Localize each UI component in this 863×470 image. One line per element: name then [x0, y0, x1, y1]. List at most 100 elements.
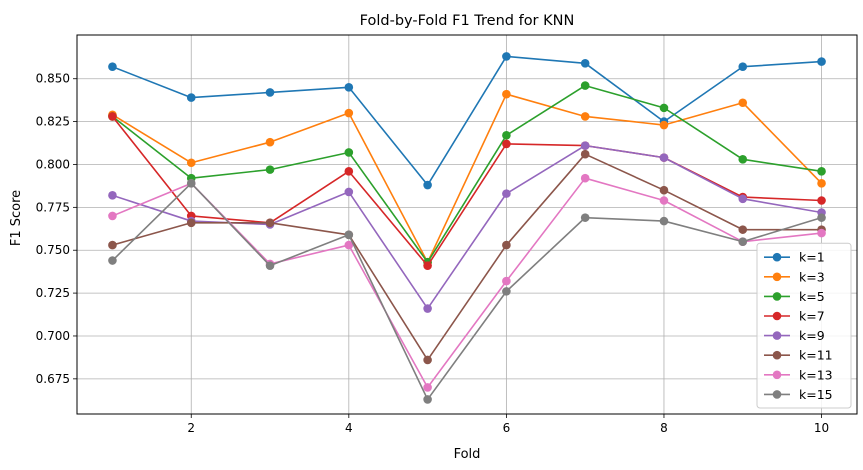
data-point	[817, 213, 826, 222]
x-axis-title: Fold	[454, 447, 481, 462]
legend-item: k=3	[764, 269, 825, 284]
data-point	[186, 179, 196, 188]
data-point	[580, 81, 590, 90]
data-point	[738, 194, 748, 204]
legend-item: k=1	[764, 250, 825, 265]
legend-label: k=9	[799, 328, 825, 343]
data-point	[423, 304, 432, 313]
data-point	[265, 218, 275, 228]
data-point	[423, 395, 432, 404]
data-point	[108, 62, 117, 72]
data-point	[502, 189, 511, 198]
legend-item: k=5	[764, 289, 825, 304]
data-point	[817, 179, 826, 188]
data-point	[659, 120, 669, 130]
y-tick-label: 0.700	[36, 329, 70, 343]
y-axis: 0.675 0.700 0.725 0.750 0.775 0.800 0.825 0.850	[36, 72, 77, 386]
data-point	[817, 228, 826, 238]
y-tick-label: 0.675	[36, 372, 70, 386]
x-axis: 2 4 6 8 10	[187, 414, 829, 435]
legend-label: k=5	[799, 289, 825, 304]
x-tick-label: 8	[660, 421, 668, 435]
data-point	[817, 57, 826, 66]
data-point	[344, 83, 354, 92]
data-point	[423, 261, 432, 270]
legend-label: k=11	[799, 348, 833, 363]
data-point	[738, 98, 748, 108]
series-line	[111, 182, 822, 401]
data-point	[502, 240, 511, 250]
x-tick-label: 10	[814, 421, 829, 435]
series-k-15	[108, 179, 826, 404]
legend-marker	[772, 292, 782, 301]
series-line	[112, 93, 823, 264]
data-point	[108, 211, 117, 221]
data-point	[423, 383, 432, 392]
data-point	[108, 112, 117, 121]
data-point	[738, 155, 748, 164]
data-point	[265, 261, 275, 270]
legend-label: k=15	[799, 387, 833, 402]
y-tick-label: 0.750	[36, 243, 70, 257]
y-tick-label: 0.825	[36, 115, 70, 129]
legend-label: k=1	[799, 250, 825, 265]
legend-item: k=15	[764, 387, 833, 402]
data-point	[502, 89, 511, 99]
data-point	[344, 230, 354, 240]
chart-title: Fold-by-Fold F1 Trend for KNN	[360, 13, 575, 29]
data-point	[502, 52, 511, 61]
data-point	[659, 103, 669, 113]
data-point	[344, 187, 354, 197]
y-tick-label: 0.775	[36, 200, 70, 214]
data-point	[265, 88, 275, 97]
data-point	[659, 196, 669, 205]
legend-item: k=9	[764, 328, 825, 343]
series-line	[112, 55, 822, 186]
legend-label: k=3	[799, 269, 825, 284]
data-point	[186, 158, 196, 168]
legend-item: k=13	[764, 367, 833, 382]
series-k-3	[108, 89, 826, 267]
legend-marker	[772, 390, 782, 399]
data-point	[738, 225, 748, 234]
legend-label: k=7	[799, 309, 825, 324]
data-point	[580, 58, 590, 68]
legend-marker	[772, 370, 782, 380]
data-point	[186, 93, 196, 102]
data-point	[738, 237, 748, 246]
legend-marker	[772, 350, 782, 360]
y-tick-label: 0.800	[36, 157, 70, 171]
data-point	[423, 180, 432, 190]
y-tick-label: 0.725	[36, 286, 70, 300]
plot-frame	[76, 34, 858, 415]
data-point	[580, 141, 590, 150]
data-point	[502, 276, 511, 286]
data-point	[108, 256, 117, 265]
data-point	[738, 62, 748, 72]
x-tick-label: 2	[187, 421, 195, 435]
series-line	[111, 84, 822, 264]
legend-label: k=13	[799, 367, 833, 382]
data-point	[580, 173, 590, 183]
data-point	[108, 191, 117, 200]
data-point	[186, 218, 196, 228]
data-point	[580, 213, 590, 222]
data-point	[265, 165, 275, 174]
data-point	[502, 131, 511, 140]
data-point	[344, 108, 354, 118]
x-tick-label: 4	[345, 421, 353, 435]
legend-marker	[772, 272, 782, 282]
data-point	[659, 185, 669, 195]
legend: k=1 k=3 k=5 k=7 k=9 k=11 k=13 k=15	[756, 242, 852, 409]
legend-marker	[772, 331, 782, 340]
series-group	[108, 52, 826, 404]
data-point	[659, 153, 669, 162]
legend-box	[756, 242, 852, 409]
data-point	[344, 240, 354, 250]
legend-item: k=7	[764, 309, 825, 324]
data-point	[659, 216, 669, 226]
data-point	[265, 137, 275, 147]
legend-marker	[772, 252, 782, 262]
x-tick-label: 6	[503, 421, 511, 435]
y-tick-label: 0.850	[36, 72, 70, 86]
